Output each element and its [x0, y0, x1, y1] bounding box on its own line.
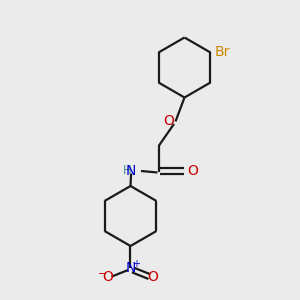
Text: N: N [125, 262, 136, 275]
Text: O: O [163, 114, 174, 128]
Text: Br: Br [215, 45, 230, 59]
Text: O: O [188, 164, 198, 178]
Text: −: − [98, 269, 107, 279]
Text: O: O [148, 271, 158, 284]
Text: H: H [123, 164, 132, 177]
Text: O: O [103, 271, 113, 284]
Text: +: + [132, 259, 140, 269]
Text: N: N [125, 164, 136, 178]
